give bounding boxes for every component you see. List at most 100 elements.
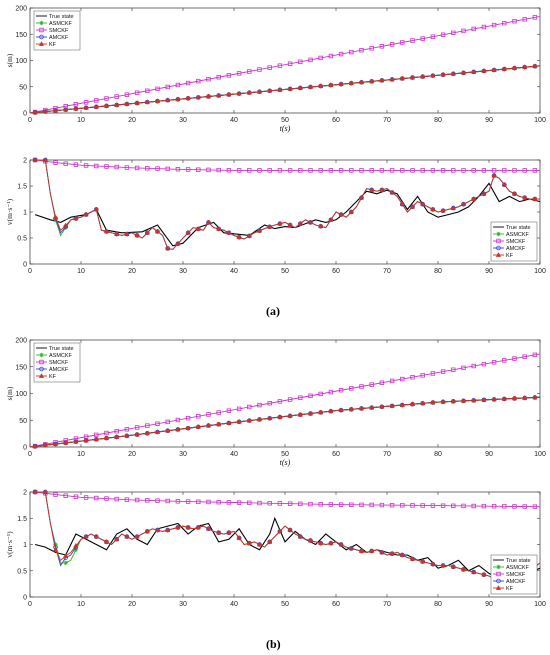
data-point (318, 168, 323, 173)
legend-label: ASMCKF (49, 21, 73, 27)
data-point (532, 394, 538, 400)
data-point (256, 416, 263, 422)
data-point (471, 68, 477, 74)
data-point (42, 157, 48, 162)
data-point (277, 220, 283, 226)
series-kf (32, 157, 540, 251)
series-line (34, 516, 541, 582)
x-tick-label: 100 (534, 451, 546, 458)
y-tick-label: 150 (15, 364, 27, 371)
data-point (471, 168, 476, 173)
data-point (512, 19, 517, 24)
data-point (450, 563, 456, 569)
data-point (277, 63, 283, 68)
data-point (460, 566, 467, 572)
data-point (307, 84, 314, 89)
data-point (532, 63, 538, 69)
data-point (297, 533, 303, 539)
data-point (338, 502, 344, 507)
data-point (461, 168, 466, 173)
data-point (154, 98, 161, 104)
data-point (308, 168, 313, 173)
data-point (502, 20, 507, 26)
data-point (348, 80, 354, 86)
x-tick-label: 100 (534, 117, 546, 124)
x-tick-label: 50 (281, 117, 289, 124)
data-point (471, 503, 476, 509)
data-point (328, 82, 334, 87)
data-point (134, 497, 140, 503)
data-point (114, 434, 120, 439)
data-point (73, 494, 79, 499)
x-tick-label: 60 (332, 451, 340, 458)
data-point (430, 503, 436, 508)
data-point (349, 168, 354, 173)
series-kf (32, 489, 541, 588)
x-tick-label: 80 (434, 601, 442, 608)
x-tick-label: 100 (534, 601, 546, 608)
data-point (379, 44, 385, 49)
data-point (430, 72, 436, 78)
data-point (461, 28, 466, 34)
y-tick-label: 1 (23, 542, 27, 549)
x-tick-label: 60 (332, 117, 340, 124)
data-point (185, 80, 191, 86)
data-point (420, 36, 425, 41)
data-point (94, 163, 99, 169)
data-point (348, 545, 354, 551)
data-point (104, 96, 109, 101)
data-point (154, 527, 161, 532)
data-point (73, 542, 79, 548)
x-axis-label: t(s) (280, 124, 291, 133)
data-point (175, 167, 181, 172)
data-point (318, 502, 323, 507)
data-point (430, 561, 436, 567)
data-point (236, 500, 242, 505)
data-point (358, 548, 365, 553)
data-point (216, 421, 222, 427)
y-tick-label: 0 (23, 445, 27, 452)
data-point (501, 181, 507, 187)
data-point (410, 168, 415, 173)
data-point (318, 83, 324, 88)
data-point (155, 166, 160, 171)
data-point (389, 76, 395, 82)
data-point (205, 219, 212, 225)
data-point (409, 74, 416, 80)
data-point (206, 499, 211, 505)
data-point (226, 73, 232, 78)
data-point (532, 504, 538, 509)
data-point (53, 160, 58, 165)
data-point (389, 402, 395, 408)
data-point (440, 503, 446, 508)
data-point (256, 541, 263, 547)
x-tick-label: 10 (77, 117, 85, 124)
data-point (440, 168, 446, 173)
data-point (267, 65, 272, 70)
x-tick-label: 30 (179, 268, 187, 275)
series-kf (29, 63, 541, 115)
data-point (349, 386, 354, 391)
data-point (379, 380, 385, 385)
data-point (287, 61, 293, 66)
data-point (471, 397, 477, 403)
data-point (450, 70, 456, 76)
x-tick-label: 80 (434, 117, 442, 124)
legend-marker (38, 41, 45, 46)
data-point (379, 186, 385, 192)
data-point (155, 498, 160, 503)
data-point (144, 528, 150, 534)
data-point (165, 498, 170, 504)
data-point (298, 59, 303, 65)
legend-marker (39, 352, 44, 358)
data-point (389, 550, 395, 556)
legend-label: SMCKF (49, 360, 69, 366)
data-point (359, 384, 364, 389)
x-tick-label: 10 (77, 451, 85, 458)
series-line (35, 159, 540, 250)
data-point (32, 109, 38, 115)
data-point (502, 358, 507, 363)
x-tick-label: 80 (434, 451, 442, 458)
data-point (450, 398, 456, 404)
